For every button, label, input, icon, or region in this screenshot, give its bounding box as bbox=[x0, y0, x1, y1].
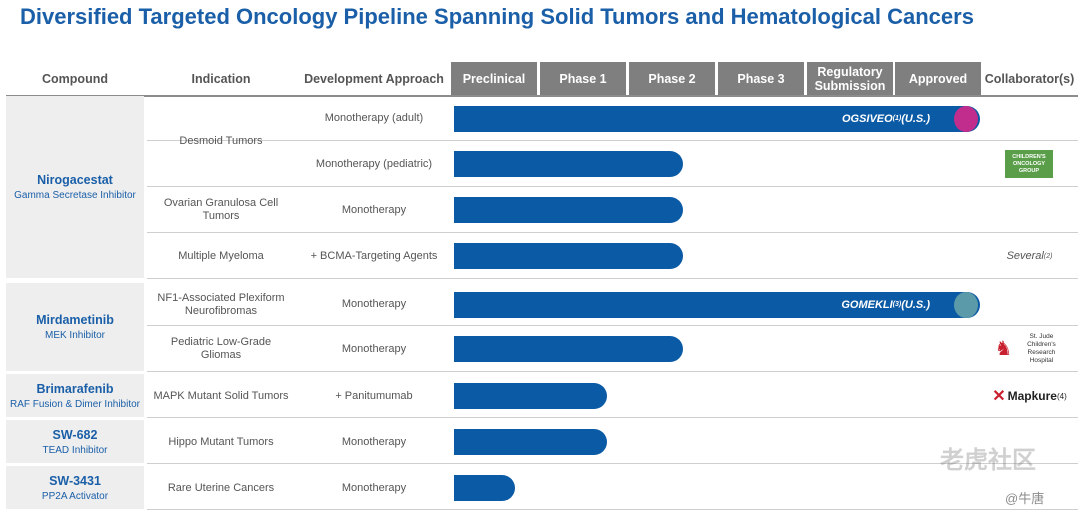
product-note: (3) bbox=[892, 301, 902, 308]
compound: Mirdametinib MEK Inhibitor bbox=[6, 283, 144, 371]
phase-header: Regulatory Submission bbox=[807, 62, 893, 95]
header-collaborators: Collaborator(s) bbox=[984, 71, 1075, 86]
compound-name: SW-3431 bbox=[49, 473, 101, 488]
phase-header: Phase 1 bbox=[540, 62, 626, 95]
collaborator: ✕ Mapkure (4) bbox=[981, 374, 1078, 418]
product: GOMEKLI (3) (U.S.) bbox=[841, 292, 930, 318]
compound-name: Brimarafenib bbox=[36, 381, 114, 396]
row-rule bbox=[147, 278, 1078, 279]
phase-header: Phase 2 bbox=[629, 62, 715, 95]
header-indication: Indication bbox=[191, 71, 251, 86]
compound-description: TEAD Inhibitor bbox=[42, 444, 108, 456]
progress-bar: DeFiOGSIVEO(1) (U.S.) bbox=[454, 105, 980, 132]
product-logo bbox=[954, 105, 978, 132]
header-compound: Compound bbox=[42, 71, 108, 86]
indication: Pediatric Low-Grade Gliomas bbox=[170, 336, 272, 361]
approach: Monotherapy (adult) bbox=[324, 112, 424, 124]
compound-description: Gamma Secretase Inhibitor bbox=[14, 190, 136, 201]
approach: Monotherapy bbox=[341, 481, 407, 494]
approach: Monotherapy bbox=[341, 298, 407, 310]
indication: Rare Uterine Cancers bbox=[167, 481, 275, 494]
collaborator-name: Several bbox=[1006, 249, 1044, 262]
row-rule bbox=[147, 186, 1078, 187]
approach: Monotherapy (pediatric) bbox=[315, 157, 433, 170]
indication: NF1-Associated Plexiform Neurofibromas bbox=[157, 291, 285, 317]
approach: Monotherapy bbox=[341, 342, 407, 355]
phase-header: Phase 3 bbox=[718, 62, 804, 95]
logo-mark: ♞ bbox=[994, 338, 1013, 360]
product-name: OGSIVEO bbox=[841, 112, 893, 125]
progress-bar bbox=[454, 475, 515, 501]
collaborator: CHILDREN'S ONCOLOGY GROUP bbox=[1005, 150, 1053, 178]
approach: + Panitumumab bbox=[335, 389, 413, 402]
compound-description: RAF Fusion & Dimer Inhibitor bbox=[9, 398, 141, 410]
collaborator: ♞ St. Jude Children's Research Hospital bbox=[988, 333, 1074, 364]
row-rule bbox=[147, 509, 1078, 510]
progress-bar bbox=[454, 383, 607, 409]
progress-bar bbox=[454, 429, 607, 455]
progress-bar bbox=[454, 151, 683, 177]
logo-mark: ✕ bbox=[992, 388, 1006, 405]
row-rule bbox=[147, 140, 1078, 141]
progress-bar: ReNeuGOMEKLI(3) (U.S.) bbox=[454, 291, 980, 318]
row-rule bbox=[147, 325, 1078, 326]
approach: Monotherapy bbox=[341, 435, 407, 448]
compound-name: Nirogacestat bbox=[37, 173, 113, 187]
collaborator-name: Mapkure bbox=[1007, 389, 1057, 403]
compound-name: Mirdametinib bbox=[36, 313, 114, 327]
progress-bar bbox=[454, 197, 683, 223]
compound: Brimarafenib RAF Fusion & Dimer Inhibitor bbox=[6, 374, 144, 417]
row-rule bbox=[147, 371, 1078, 372]
compound-description: PP2A Activator bbox=[41, 490, 109, 502]
compound: Nirogacestat Gamma Secretase Inhibitor bbox=[6, 96, 144, 278]
row-rule bbox=[147, 417, 1078, 418]
row-rule bbox=[147, 463, 1078, 464]
indication: Hippo Mutant Tumors bbox=[168, 435, 274, 448]
watermark: @牛唐 bbox=[1005, 491, 1045, 506]
product-region: (U.S.) bbox=[901, 298, 930, 311]
indication: Desmoid Tumors bbox=[179, 135, 263, 147]
product-note: (1) bbox=[892, 115, 902, 122]
phase-header: Approved bbox=[895, 62, 981, 95]
product: OGSIVEO (1) (U.S.) bbox=[842, 106, 930, 132]
header-approach: Development Approach bbox=[304, 71, 444, 86]
product-region: (U.S.) bbox=[901, 112, 930, 125]
progress-bar bbox=[454, 336, 683, 362]
approach: Monotherapy bbox=[341, 203, 407, 216]
indication: MAPK Mutant Solid Tumors bbox=[153, 389, 289, 402]
progress-bar bbox=[454, 243, 683, 269]
collaborator-name: St. Jude Children's Research Hospital bbox=[1027, 333, 1056, 364]
collaborator-note: (2) bbox=[1043, 252, 1053, 260]
compound-name: SW-682 bbox=[52, 427, 98, 442]
title: Diversified Targeted Oncology Pipeline S… bbox=[20, 4, 974, 29]
product-name: GOMEKLI bbox=[841, 298, 893, 311]
row-rule bbox=[147, 232, 1078, 233]
header-rule bbox=[6, 95, 1078, 97]
compound: SW-3431 PP2A Activator bbox=[6, 466, 144, 509]
approach: + BCMA-Targeting Agents bbox=[310, 249, 438, 262]
compound: SW-682 TEAD Inhibitor bbox=[6, 420, 144, 463]
indication: Ovarian Granulosa Cell Tumors bbox=[163, 197, 279, 222]
compound-description: MEK Inhibitor bbox=[44, 330, 106, 341]
phase-header: Preclinical bbox=[451, 62, 537, 95]
collaborator-note: (4) bbox=[1056, 391, 1067, 401]
product-logo bbox=[954, 291, 978, 318]
indication: Multiple Myeloma bbox=[178, 249, 264, 262]
watermark: 老虎社区 bbox=[940, 447, 1036, 474]
collaborator: Several (2) bbox=[981, 233, 1078, 279]
